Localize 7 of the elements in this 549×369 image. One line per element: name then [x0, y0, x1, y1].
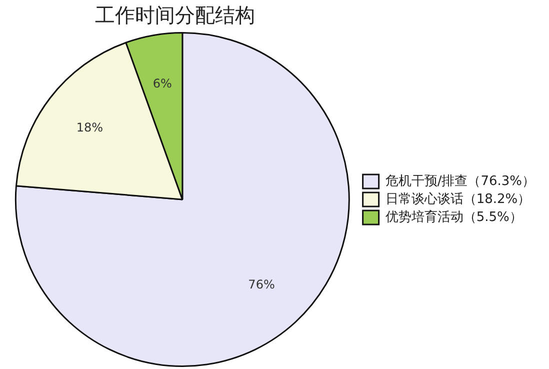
data-label: 18%: [76, 120, 104, 135]
legend-label: 优势培育活动（5.5%）: [385, 208, 522, 225]
legend-label: 危机干预/排查（76.3%）: [385, 174, 536, 189]
data-label: 76%: [248, 277, 275, 292]
legend-label: 日常谈心谈话（18.2%）: [385, 190, 531, 207]
chart-title: 工作时间分配结构: [94, 2, 256, 29]
data-label: 6%: [152, 76, 172, 91]
